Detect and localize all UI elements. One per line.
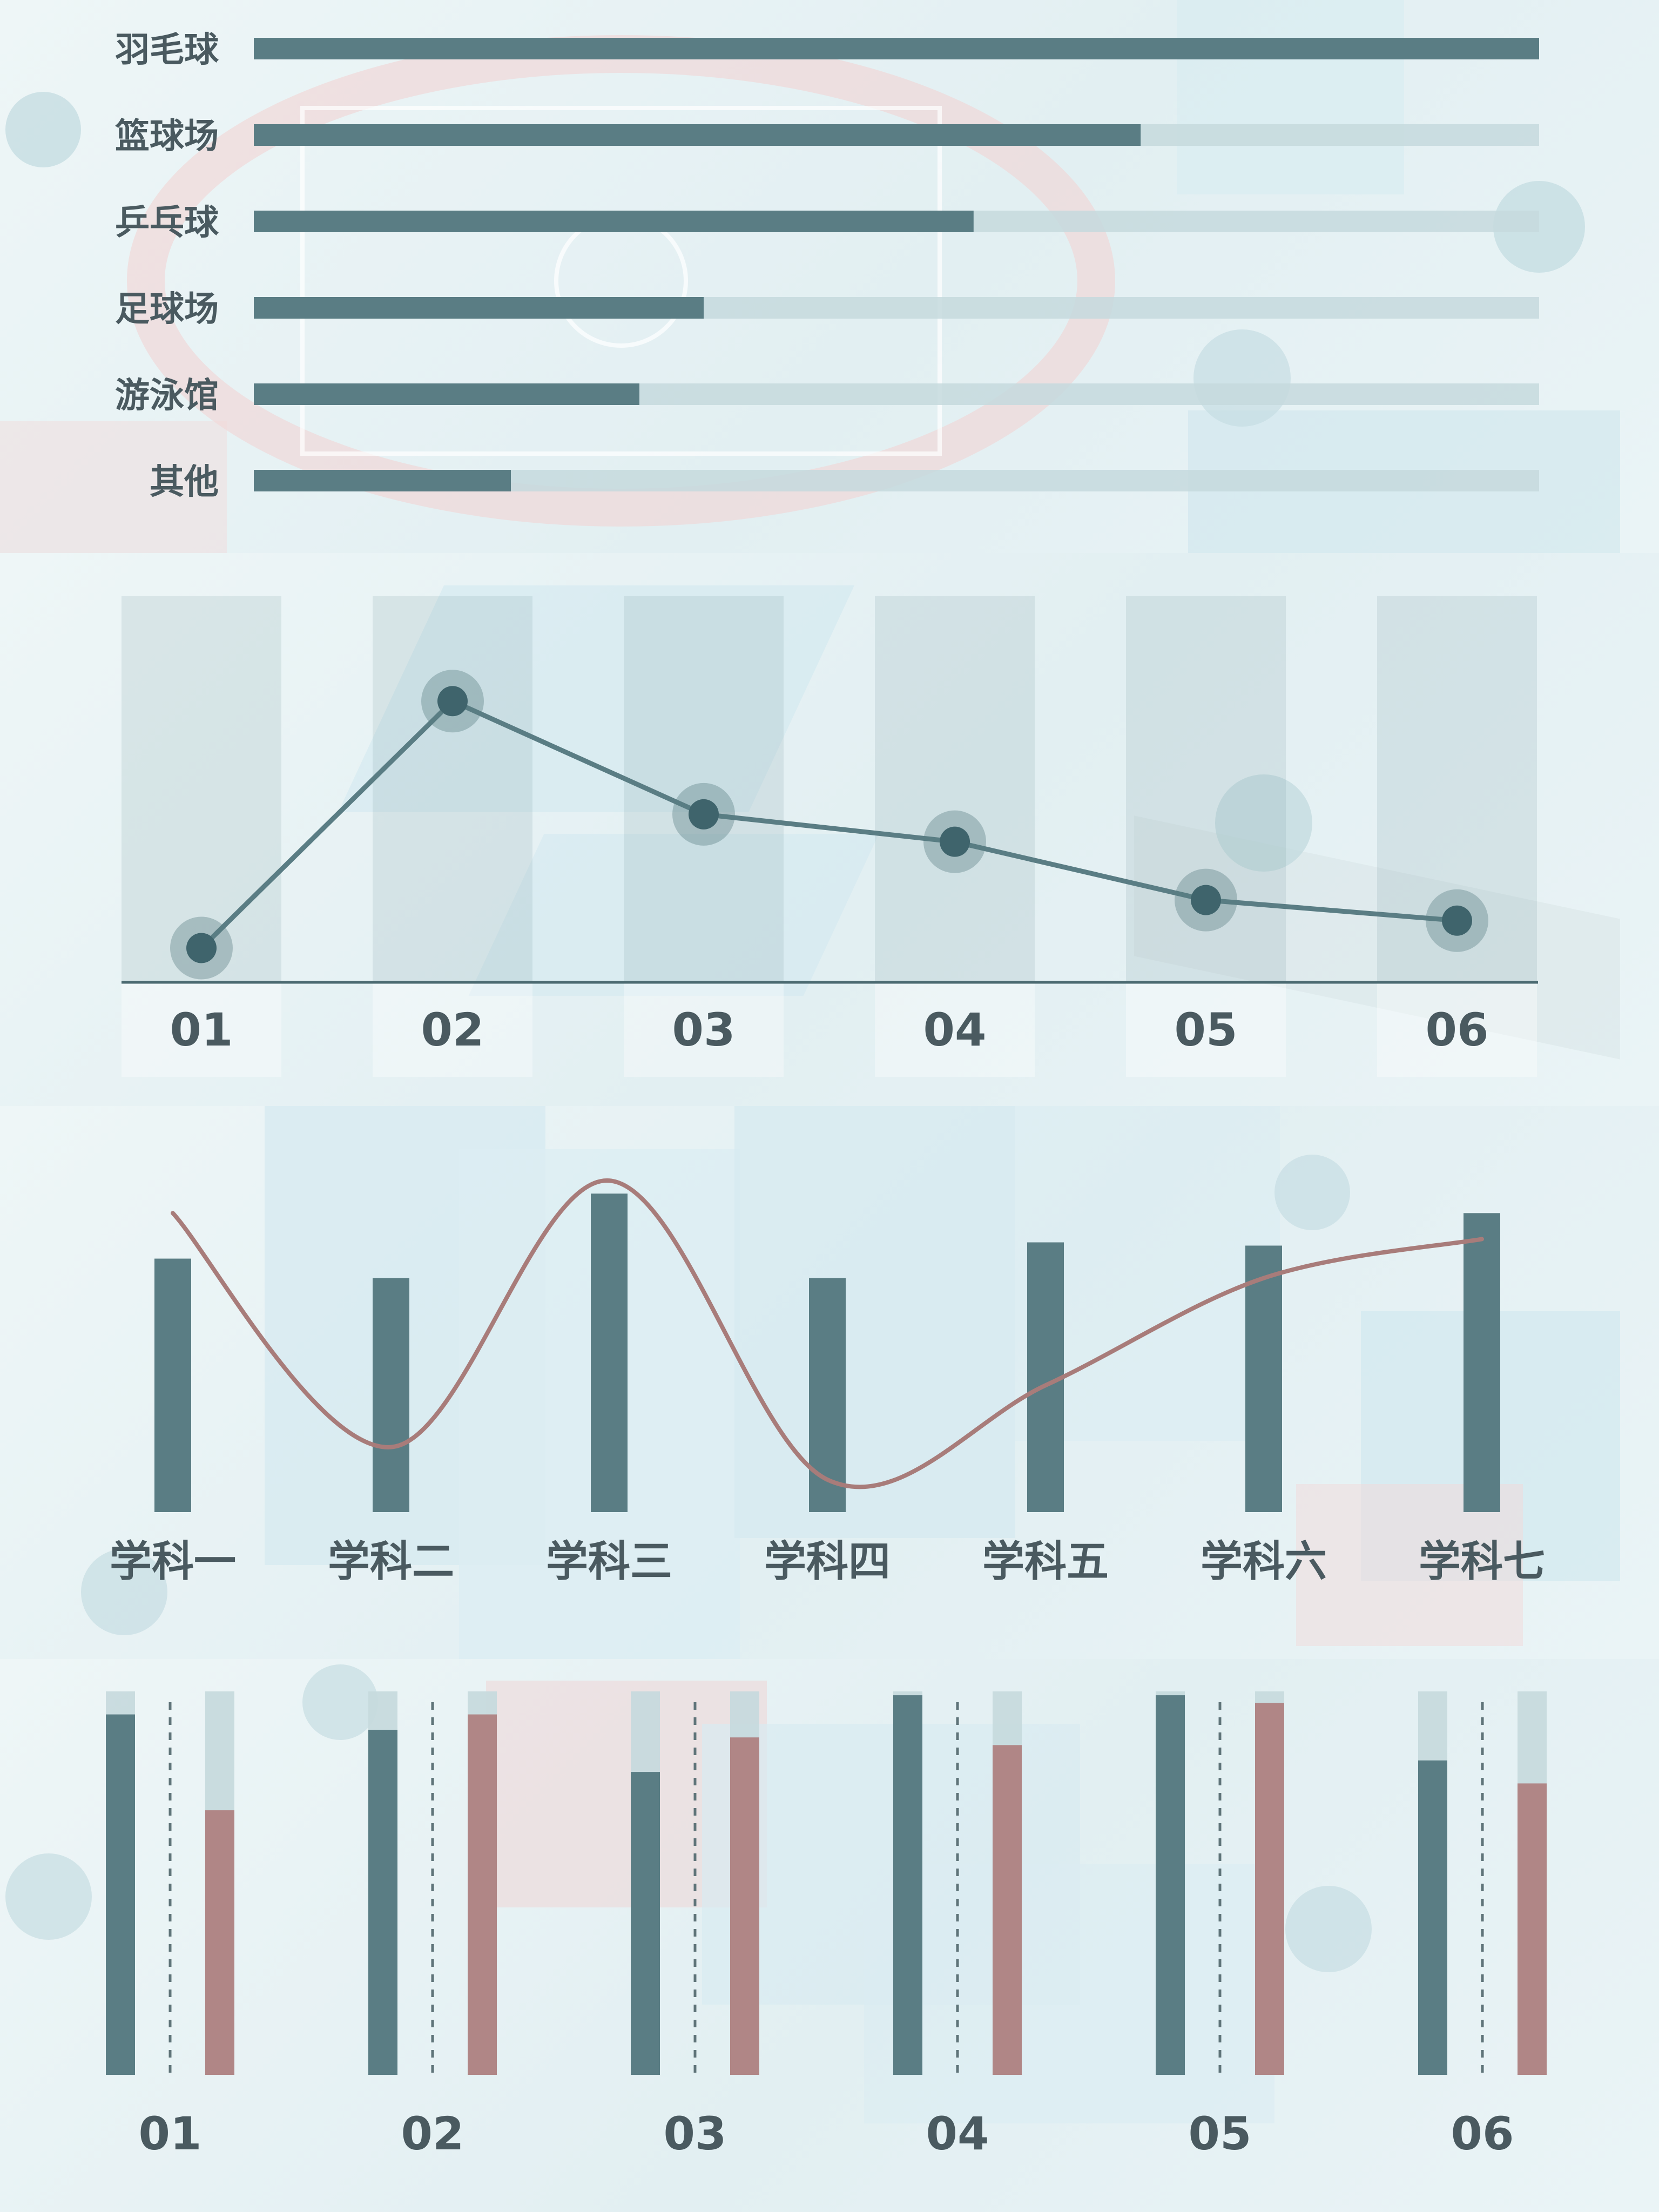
bar-fill (254, 297, 704, 319)
series-line (199, 698, 1458, 950)
column-band-label-area (1377, 982, 1537, 1077)
column-fill-series-2 (1255, 1703, 1284, 2075)
x-tick-label: 06 (1451, 2107, 1514, 2160)
data-point (940, 826, 970, 857)
bar-fill (254, 383, 639, 405)
data-point (437, 686, 468, 717)
bar-category-label: 游泳馆 (115, 376, 219, 416)
smooth-series-curve (171, 1178, 1484, 1489)
bar-category-label: 篮球场 (115, 117, 219, 157)
line-chart: 01 02 03 04 05 06 (122, 596, 1538, 1077)
bar-category-label: 羽毛球 (115, 30, 219, 70)
paired-column-chart: 01 02 03 04 05 06 (106, 1691, 1547, 2160)
column-fill-series-1 (1156, 1695, 1185, 2075)
column-band-label-area (875, 982, 1035, 1077)
facility-bar-panel: 羽毛球篮球场乒乓球足球场游泳馆其他 (0, 0, 1659, 553)
column-fill-series-2 (1518, 1783, 1547, 2075)
subject-bar (1245, 1245, 1282, 1512)
x-tick-label: 05 (1175, 1003, 1238, 1056)
x-tick-label: 学科四 (764, 1537, 891, 1586)
column-fill-series-2 (730, 1737, 759, 2075)
bar-fill (254, 470, 511, 491)
x-tick-label: 04 (926, 2107, 989, 2160)
column-band-label-area (373, 982, 532, 1077)
data-point (689, 799, 719, 830)
data-point (186, 933, 217, 963)
bar-fill (254, 124, 1141, 146)
x-tick-label: 04 (923, 1003, 987, 1056)
column-band (875, 596, 1035, 982)
bar-line-combo-chart: 学科一 学科二 学科三 学科四 学科五 学科六 学科七 (110, 1178, 1545, 1586)
subject-bar (373, 1278, 409, 1512)
data-point (1191, 885, 1221, 915)
subject-bar-panel: 学科一 学科二 学科三 学科四 学科五 学科六 学科七 (0, 1106, 1659, 1659)
column-fill-series-1 (631, 1772, 660, 2075)
x-tick-label: 02 (421, 1003, 484, 1056)
column-band (1126, 596, 1286, 982)
trend-line-panel: 01 02 03 04 05 06 (0, 553, 1659, 1106)
x-tick-label: 学科六 (1201, 1537, 1327, 1586)
column-fill-series-1 (893, 1695, 922, 2075)
bar-category-label: 其他 (150, 462, 219, 502)
x-tick-label: 学科一 (110, 1537, 236, 1586)
x-tick-label: 03 (664, 2107, 727, 2160)
court-background-illustration (338, 585, 1620, 1060)
column-fill-series-2 (993, 1745, 1022, 2075)
x-tick-label: 01 (139, 2107, 202, 2160)
column-fill-series-1 (368, 1730, 397, 2075)
column-fill-series-2 (468, 1714, 497, 2075)
x-tick-label: 05 (1189, 2107, 1252, 2160)
column-band (373, 596, 532, 982)
x-tick-label: 学科三 (546, 1537, 672, 1586)
bar-category-label: 乒乓球 (115, 203, 219, 243)
column-band-label-area (624, 982, 784, 1077)
column-band (122, 596, 281, 982)
column-band-label-area (122, 982, 281, 1077)
x-tick-label: 02 (401, 2107, 464, 2160)
subject-bar (154, 1258, 191, 1512)
x-tick-label: 学科二 (328, 1537, 454, 1586)
column-fill-series-2 (205, 1810, 234, 2075)
bar-fill (254, 38, 1539, 59)
column-band-label-area (1126, 982, 1286, 1077)
x-tick-label: 01 (170, 1003, 233, 1056)
paired-column-panel: 01 02 03 04 05 06 (0, 1659, 1659, 2212)
subject-bar (591, 1193, 628, 1512)
x-tick-label: 03 (672, 1003, 736, 1056)
column-fill-series-1 (1418, 1760, 1447, 2075)
column-fill-series-1 (106, 1714, 135, 2075)
data-point (1442, 905, 1472, 936)
x-tick-label: 06 (1426, 1003, 1489, 1056)
bar-fill (254, 211, 974, 232)
x-tick-label: 学科七 (1419, 1537, 1545, 1586)
subject-bar (1464, 1213, 1500, 1512)
x-tick-label: 学科五 (982, 1537, 1109, 1586)
bar-category-label: 足球场 (115, 289, 219, 329)
subject-bar (809, 1278, 846, 1512)
